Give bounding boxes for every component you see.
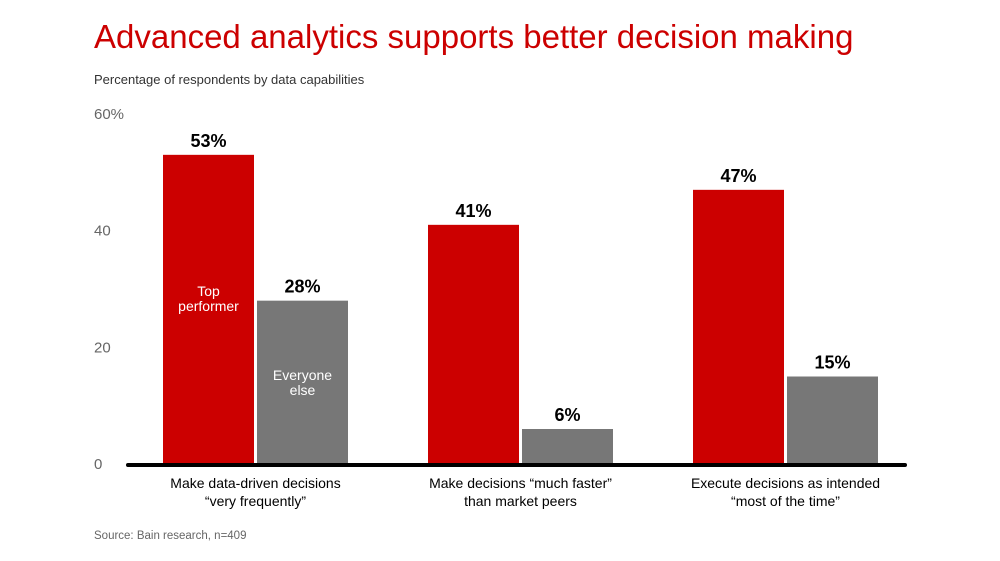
category-label: Make data-driven decisions — [170, 475, 340, 491]
y-tick-label: 60% — [94, 106, 124, 123]
data-label: 15% — [814, 353, 850, 373]
bar-everyone-else — [787, 376, 878, 464]
bar-everyone-else — [257, 300, 348, 464]
series-label: else — [290, 382, 316, 398]
source-note: Source: Bain research, n=409 — [94, 530, 247, 542]
category-label: Make decisions “much faster” — [429, 475, 612, 491]
y-tick-label: 0 — [94, 456, 102, 473]
bar-top-performer — [693, 189, 784, 465]
series-label: Top — [197, 283, 220, 299]
data-label: 41% — [455, 201, 491, 221]
bar-top-performer — [428, 224, 519, 464]
chart-title: Advanced analytics supports better decis… — [94, 18, 854, 55]
data-label: 53% — [190, 131, 226, 151]
data-label: 28% — [284, 277, 320, 297]
data-label: 6% — [554, 405, 580, 425]
data-label: 47% — [720, 166, 756, 186]
y-tick-label: 20 — [94, 339, 111, 356]
bar-top-performer — [163, 154, 254, 465]
category-label: than market peers — [464, 493, 577, 509]
category-label: “very frequently” — [205, 493, 306, 509]
chart-subtitle: Percentage of respondents by data capabi… — [94, 72, 365, 87]
series-label: performer — [178, 298, 239, 314]
y-tick-label: 40 — [94, 223, 111, 240]
bar-everyone-else — [522, 429, 613, 464]
category-label: Execute decisions as intended — [691, 475, 880, 491]
category-label: “most of the time” — [731, 493, 840, 509]
series-label: Everyone — [273, 367, 332, 383]
